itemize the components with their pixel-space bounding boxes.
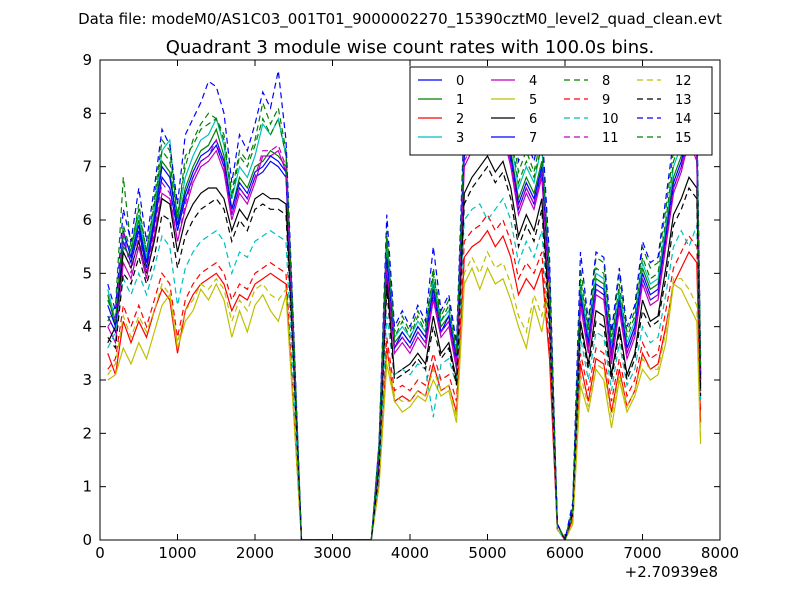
series-line-15 <box>107 84 702 540</box>
legend-label-7: 7 <box>529 131 537 146</box>
y-tick-label: 6 <box>82 211 92 229</box>
legend-label-15: 15 <box>675 131 692 146</box>
x-tick-label: 4000 <box>391 544 429 562</box>
legend-label-5: 5 <box>529 93 537 108</box>
series-line-0 <box>107 122 702 540</box>
legend-label-10: 10 <box>602 112 619 127</box>
x-tick-label: 8000 <box>701 544 739 562</box>
series-line-5 <box>107 266 702 540</box>
chart-title: Quadrant 3 module wise count rates with … <box>166 37 655 58</box>
x-tick-label: 1000 <box>158 544 196 562</box>
y-tick-label: 3 <box>82 371 92 389</box>
legend-label-8: 8 <box>602 74 610 89</box>
y-tick-label: 7 <box>82 158 92 176</box>
legend-box <box>409 66 713 156</box>
chart-supertitle: Data file: modeM0/AS1C03_001T01_90000022… <box>78 10 722 29</box>
series-line-13 <box>107 165 702 540</box>
x-tick-label: 2000 <box>236 544 274 562</box>
legend-label-3: 3 <box>456 131 464 146</box>
series-line-9 <box>107 213 702 540</box>
x-tick-label: 6000 <box>546 544 584 562</box>
series-line-3 <box>107 75 702 540</box>
y-tick-label: 4 <box>82 318 92 336</box>
x-axis: 0 1000 2000 3000 4000 5000 6000 7000 8000 <box>95 60 739 562</box>
x-tick-label: 7000 <box>623 544 661 562</box>
legend-label-1: 1 <box>456 93 464 108</box>
legend-label-9: 9 <box>602 93 610 108</box>
series-line-6 <box>107 154 702 540</box>
legend-label-2: 2 <box>456 112 464 127</box>
series-line-7 <box>107 117 702 540</box>
series-line-10 <box>107 197 702 540</box>
y-tick-label: 1 <box>82 478 92 496</box>
x-offset-label: +2.70939e8 <box>625 563 718 581</box>
legend-label-12: 12 <box>675 74 692 89</box>
plot-lines <box>107 70 702 540</box>
series-line-11 <box>107 97 702 540</box>
legend-label-4: 4 <box>529 74 537 89</box>
series-line-2 <box>107 229 702 540</box>
x-tick-label: 5000 <box>468 544 506 562</box>
series-line-12 <box>107 250 702 540</box>
legend-label-6: 6 <box>529 112 537 127</box>
series-line-4 <box>107 102 702 540</box>
y-tick-label: 9 <box>82 51 92 69</box>
legend-label-11: 11 <box>602 131 619 146</box>
x-tick-label: 3000 <box>313 544 351 562</box>
y-tick-label: 5 <box>82 264 92 282</box>
legend-label-13: 13 <box>675 93 692 108</box>
y-tick-label: 0 <box>82 531 92 549</box>
series-line-14 <box>107 70 702 540</box>
series-line-8 <box>107 70 702 540</box>
legend-label-14: 14 <box>675 112 692 127</box>
x-tick-label: 0 <box>95 544 105 562</box>
y-tick-label: 8 <box>82 104 92 122</box>
y-tick-label: 2 <box>82 424 92 442</box>
legend-label-0: 0 <box>456 74 464 89</box>
